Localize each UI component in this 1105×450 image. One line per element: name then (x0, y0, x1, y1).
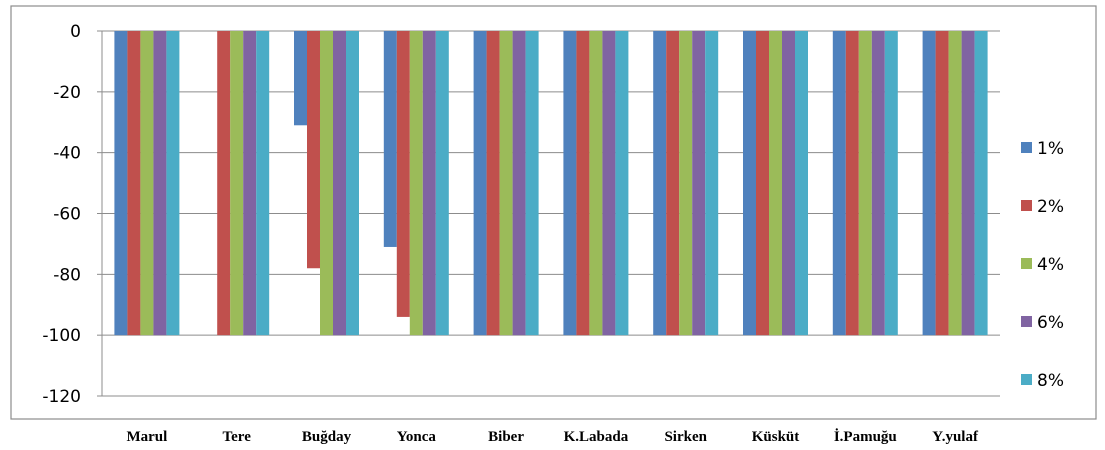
y-tick-label: -80 (53, 265, 81, 285)
bar-1pct-5 (563, 31, 577, 336)
bar-6pct-4 (512, 31, 526, 336)
bar-1pct-9 (922, 31, 936, 336)
y-axis-ticks: 0 -20 -40 -60 -80 -100 -120 (42, 22, 81, 407)
x-tick-label: Sirken (664, 429, 707, 445)
legend-label: 6% (1037, 313, 1064, 333)
bar-2pct-8 (845, 31, 859, 336)
bar-1pct-6 (653, 31, 667, 336)
legend-label: 1% (1037, 139, 1064, 159)
bar-1pct-8 (832, 31, 846, 336)
bar-4pct-1 (230, 31, 244, 336)
legend-swatch (1021, 316, 1032, 327)
legend-swatch (1021, 374, 1032, 385)
bar-2pct-4 (486, 31, 500, 336)
bar-6pct-5 (602, 31, 616, 336)
bar-8pct-8 (884, 31, 898, 336)
bar-4pct-7 (769, 31, 782, 336)
bar-6pct-3 (422, 31, 436, 336)
bar-2pct-0 (127, 31, 141, 336)
bar-1pct-7 (743, 31, 756, 336)
bar-6pct-6 (692, 31, 706, 336)
bar-6pct-9 (961, 31, 975, 336)
chart-border (10, 5, 1097, 420)
legend-label: 8% (1037, 371, 1064, 391)
bars (114, 31, 988, 336)
bar-8pct-1 (256, 31, 270, 336)
bar-1pct-4 (473, 31, 487, 336)
bar-8pct-9 (974, 31, 988, 336)
legend-swatch (1021, 142, 1032, 153)
legend-swatch (1021, 258, 1032, 269)
bar-2pct-5 (576, 31, 590, 336)
bar-8pct-3 (435, 31, 449, 336)
bar-4pct-9 (948, 31, 962, 336)
bar-6pct-7 (782, 31, 795, 336)
x-tick-label: Küsküt (752, 429, 800, 445)
legend-label: 2% (1037, 197, 1064, 217)
y-tick-label: -40 (53, 144, 81, 164)
legend-label: 4% (1037, 255, 1064, 275)
bar-6pct-0 (153, 31, 167, 336)
y-tick-label: -120 (42, 387, 81, 407)
bar-4pct-6 (679, 31, 693, 336)
x-tick-label: Biber (488, 429, 524, 445)
bar-2pct-7 (756, 31, 769, 336)
bar-2pct-1 (217, 31, 231, 336)
bar-4pct-0 (140, 31, 154, 336)
x-tick-label: İ.Pamuğu (834, 428, 897, 445)
bar-4pct-8 (858, 31, 872, 336)
bar-2pct-3 (396, 31, 410, 317)
y-tick-label: -20 (53, 83, 81, 103)
bar-8pct-7 (795, 31, 808, 336)
bar-8pct-0 (166, 31, 180, 336)
bar-6pct-2 (333, 31, 346, 336)
y-tick-label: -100 (42, 326, 81, 346)
bar-1pct-3 (383, 31, 397, 247)
bar-8pct-5 (615, 31, 629, 336)
bar-2pct-6 (666, 31, 680, 336)
x-tick-label: Marul (126, 429, 167, 445)
x-tick-label: Tere (223, 429, 252, 445)
bar-8pct-2 (346, 31, 359, 336)
bar-4pct-2 (320, 31, 333, 336)
x-tick-label: K.Labada (564, 429, 629, 445)
bar-4pct-4 (499, 31, 513, 336)
bar-8pct-4 (525, 31, 539, 336)
bar-1pct-0 (114, 31, 128, 336)
y-tick-label: -60 (53, 205, 81, 225)
legend-swatch (1021, 200, 1032, 211)
x-tick-label: Yonca (397, 429, 437, 445)
bar-1pct-2 (294, 31, 307, 126)
bar-6pct-1 (243, 31, 257, 336)
bar-4pct-3 (409, 31, 423, 336)
y-tick-label: 0 (70, 22, 81, 42)
bar-6pct-8 (871, 31, 885, 336)
x-axis-ticks: Marul Tere Buğday Yonca Biber K.Labada Sirken K… (126, 428, 978, 445)
x-tick-label: Y.yulaf (932, 429, 979, 445)
bar-4pct-5 (589, 31, 603, 336)
bar-2pct-2 (307, 31, 320, 269)
bar-8pct-6 (705, 31, 719, 336)
bar-2pct-9 (935, 31, 949, 336)
x-tick-label: Buğday (302, 429, 352, 445)
legend: 1% 2% 4% 6% 8% (1021, 139, 1064, 391)
